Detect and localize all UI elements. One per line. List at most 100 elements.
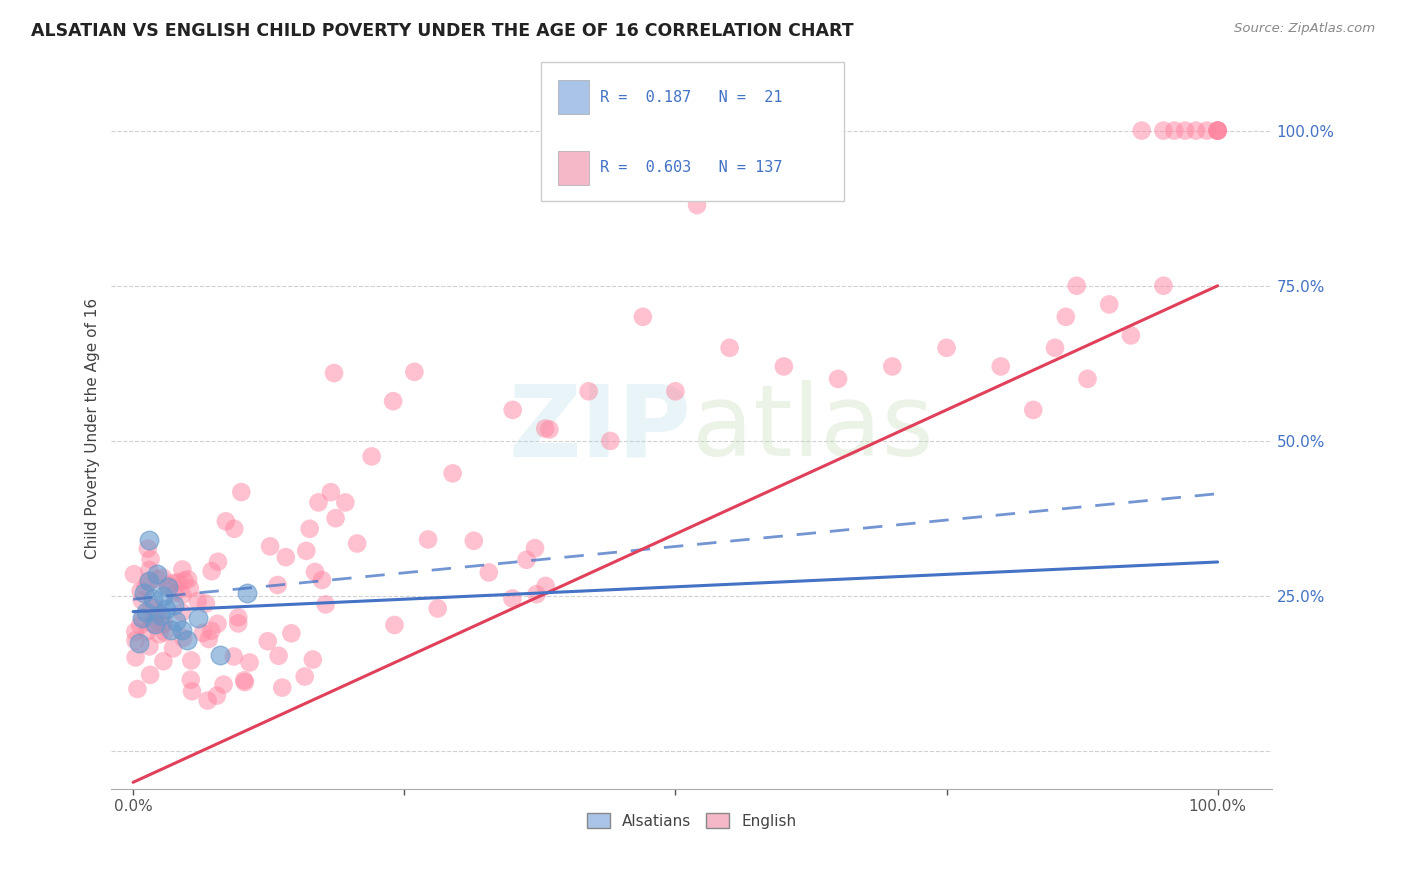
Point bbox=[271, 681, 294, 695]
Point bbox=[138, 640, 160, 654]
Point bbox=[266, 578, 288, 592]
Point bbox=[256, 634, 278, 648]
Point bbox=[1206, 123, 1229, 137]
Point bbox=[129, 583, 152, 598]
Point bbox=[578, 384, 600, 399]
Point bbox=[143, 617, 166, 632]
Point bbox=[236, 586, 259, 600]
Point bbox=[323, 366, 346, 380]
Point bbox=[1066, 278, 1088, 293]
Point bbox=[308, 495, 330, 509]
Point bbox=[1174, 123, 1197, 137]
Point bbox=[146, 567, 169, 582]
Point bbox=[155, 601, 177, 615]
Point bbox=[139, 668, 162, 682]
Point bbox=[167, 575, 190, 590]
Point bbox=[346, 536, 368, 550]
Point bbox=[212, 677, 235, 691]
Point bbox=[197, 693, 219, 707]
Point bbox=[170, 605, 193, 619]
Point bbox=[180, 653, 202, 667]
Point bbox=[139, 601, 162, 615]
Point bbox=[142, 616, 165, 631]
Point bbox=[142, 592, 165, 607]
Point bbox=[135, 605, 157, 619]
Point bbox=[139, 552, 162, 566]
Point bbox=[166, 614, 188, 628]
Point bbox=[173, 574, 195, 588]
Point bbox=[124, 624, 146, 639]
Text: ZIP: ZIP bbox=[509, 380, 692, 477]
Point bbox=[1022, 403, 1045, 417]
Point bbox=[136, 574, 159, 589]
Y-axis label: Child Poverty Under the Age of 16: Child Poverty Under the Age of 16 bbox=[86, 298, 100, 559]
Point bbox=[152, 617, 174, 632]
Point bbox=[153, 615, 176, 630]
Point bbox=[180, 673, 202, 687]
Point bbox=[146, 572, 169, 586]
Point bbox=[686, 198, 709, 212]
Point bbox=[170, 624, 193, 638]
Point bbox=[136, 541, 159, 556]
Point bbox=[198, 632, 221, 646]
Point bbox=[478, 566, 501, 580]
Point bbox=[274, 550, 297, 565]
Point bbox=[534, 579, 557, 593]
Point bbox=[152, 589, 174, 603]
Point bbox=[222, 649, 245, 664]
Point bbox=[538, 422, 561, 436]
Point bbox=[501, 591, 523, 606]
Point bbox=[1098, 297, 1121, 311]
Point bbox=[599, 434, 621, 448]
Point bbox=[772, 359, 794, 374]
Point bbox=[664, 384, 686, 399]
Point bbox=[226, 610, 249, 624]
Point bbox=[179, 582, 201, 596]
Point bbox=[136, 624, 159, 639]
Point bbox=[325, 511, 347, 525]
Point bbox=[1043, 341, 1066, 355]
Point bbox=[463, 533, 485, 548]
Point bbox=[1130, 123, 1153, 137]
Point bbox=[145, 608, 167, 623]
Point bbox=[215, 514, 238, 528]
Point bbox=[1054, 310, 1077, 324]
Point bbox=[207, 555, 229, 569]
Point bbox=[162, 641, 184, 656]
Point bbox=[138, 563, 160, 577]
Point bbox=[207, 616, 229, 631]
Point bbox=[935, 341, 957, 355]
Point bbox=[124, 633, 146, 648]
Point bbox=[143, 600, 166, 615]
Point bbox=[200, 624, 222, 638]
Point bbox=[143, 612, 166, 626]
Point bbox=[315, 598, 337, 612]
Point bbox=[163, 586, 186, 600]
Point bbox=[152, 571, 174, 585]
Point bbox=[631, 310, 654, 324]
Point bbox=[160, 624, 183, 638]
Point bbox=[128, 635, 150, 649]
Point bbox=[153, 625, 176, 640]
Text: R =  0.187   N =  21: R = 0.187 N = 21 bbox=[600, 90, 783, 104]
Point bbox=[515, 553, 537, 567]
Point bbox=[172, 588, 194, 602]
Point bbox=[131, 611, 153, 625]
Point bbox=[148, 627, 170, 641]
Legend: Alsatians, English: Alsatians, English bbox=[581, 806, 803, 835]
Point bbox=[233, 675, 256, 690]
Point bbox=[122, 567, 145, 582]
Point bbox=[1206, 123, 1229, 137]
Point bbox=[1185, 123, 1208, 137]
Point bbox=[304, 565, 326, 579]
Point bbox=[239, 656, 262, 670]
Point bbox=[162, 576, 184, 591]
Point bbox=[259, 540, 281, 554]
Point bbox=[827, 372, 849, 386]
Point bbox=[233, 673, 256, 688]
Point bbox=[524, 541, 547, 556]
Point bbox=[208, 648, 231, 662]
Point bbox=[718, 341, 741, 355]
Point bbox=[156, 580, 179, 594]
Point bbox=[295, 544, 318, 558]
